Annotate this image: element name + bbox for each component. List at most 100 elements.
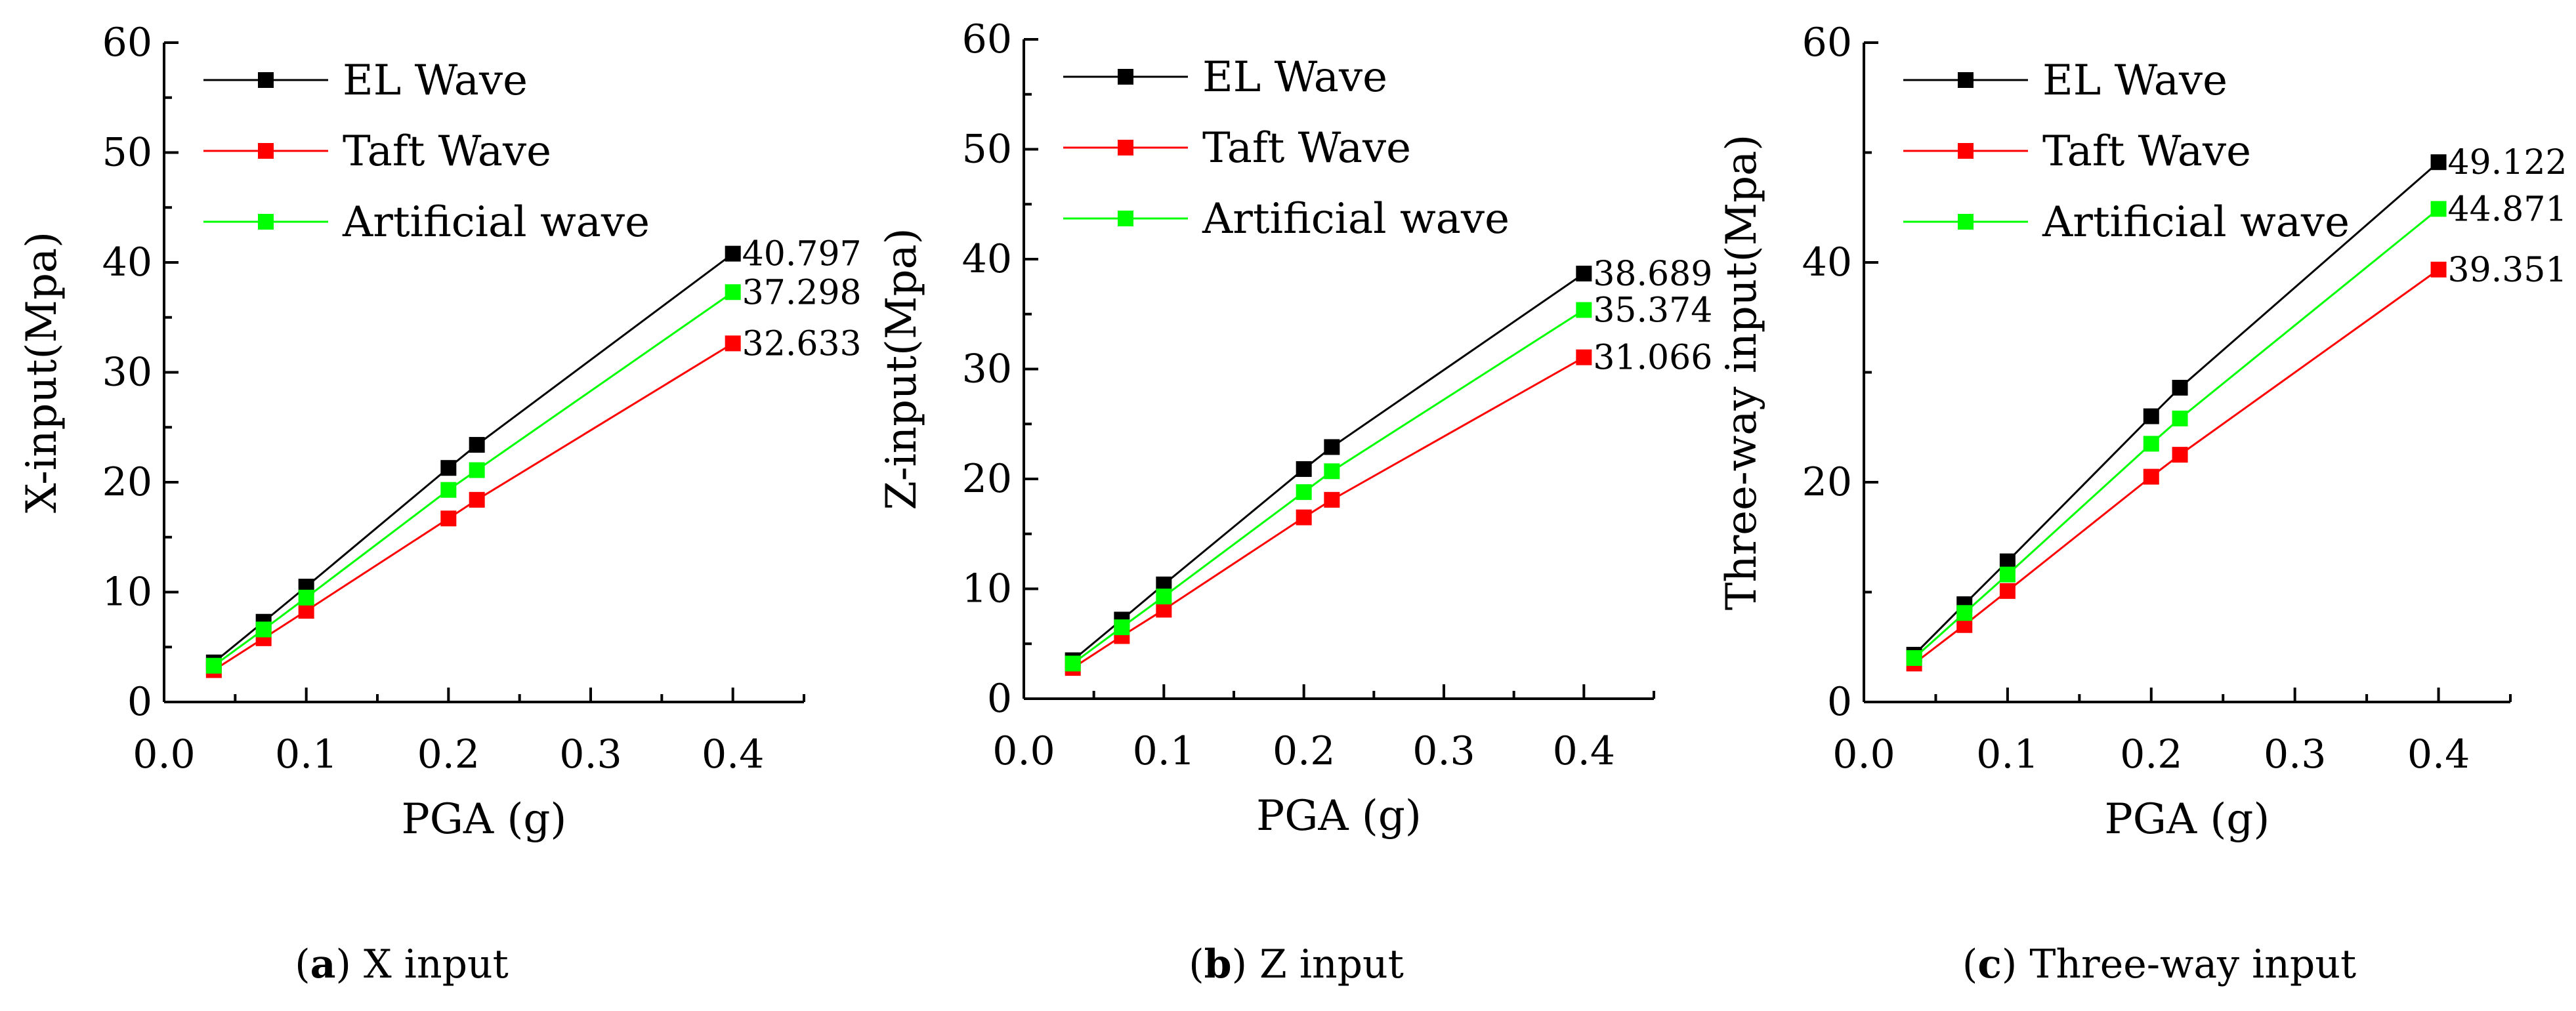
data-label: 44.871 [2448,190,2567,229]
x-tick-label: 0.3 [1412,728,1475,774]
data-point [2172,447,2188,463]
data-point [205,657,222,674]
data-point [1324,491,1340,508]
data-point [2143,436,2159,452]
x-tick-label: 0.2 [2120,732,2182,777]
legend-swatch-marker [258,72,274,88]
panel-caption: (c) Three-way input [1962,941,2356,987]
series-line [213,291,734,667]
data-point [1324,439,1340,455]
legend-swatch-marker [1958,72,1974,88]
y-tick-label: 40 [962,236,1012,282]
y-tick-label: 50 [102,130,152,176]
data-point [725,335,741,352]
x-tick-label: 0.2 [1273,728,1335,774]
y-tick-label: 30 [962,346,1012,392]
legend-entry: EL Wave [343,56,528,105]
x-tick-label: 0.0 [1832,732,1895,777]
x-tick-label: 0.1 [1133,728,1195,774]
data-point [1114,619,1130,636]
data-point [2172,410,2188,426]
x-axis-label: PGA (g) [402,795,567,844]
chart-panel-b: 0 10 20 30 40 50 60 0.0 0.1 0.2 0.3 0.4 PGA (g) Z-inp… [877,16,1712,987]
data-point [1576,265,1592,281]
data-label: 40.797 [742,235,862,274]
x-tick-label: 0.4 [702,732,764,777]
legend-swatch-marker [258,214,274,230]
data-point [440,510,457,527]
data-label: 31.066 [1593,339,1712,378]
y-tick-label: 60 [102,20,152,66]
y-tick-label: 20 [962,456,1012,502]
caption-text: X input [351,941,509,987]
legend-entry: Artificial wave [342,198,650,247]
series-taft-wave: 39.351 [1906,251,2567,672]
legend-swatch-marker [1118,211,1133,226]
data-point [1156,588,1172,605]
caption-letter: b [1204,941,1232,987]
legend: EL Wave Taft Wave Artificial wave [1063,53,1510,243]
chart-panel-c: 0 20 40 60 0.0 0.1 0.2 0.3 0.4 PGA (g) Three-way i… [1718,20,2567,987]
data-point [1999,583,2016,599]
data-label: 39.351 [2448,251,2567,290]
data-point [1576,302,1592,318]
data-point [2430,201,2447,217]
legend-entry: Artificial wave [1202,195,1510,243]
series-taft-wave: 32.633 [205,324,862,678]
legend-swatch-marker [1958,143,1974,159]
data-point [725,245,741,262]
data-point [2143,408,2159,424]
data-point [2430,154,2447,171]
legend-swatch-marker [1118,140,1133,155]
series-artificial-wave: 37.298 [205,273,862,674]
data-point [1296,484,1312,501]
data-point [298,602,314,619]
data-point [469,491,485,508]
data-label: 32.633 [742,324,862,363]
y-tick-label: 10 [102,569,152,615]
series-line [213,253,734,663]
series-line [213,342,734,671]
caption-text: Z input [1247,941,1404,987]
y-tick-label: 10 [962,566,1012,612]
y-tick-label: 0 [987,676,1012,722]
data-point [1576,349,1592,365]
x-tick-label: 0.2 [417,732,480,777]
y-tick-label: 0 [1827,679,1852,725]
y-tick-label: 20 [1802,459,1852,505]
series-taft-wave: 31.066 [1065,339,1712,676]
data-point [469,462,485,478]
y-tick-label: 30 [102,350,152,396]
series-line [1913,161,2439,656]
data-label: 35.374 [1593,291,1712,330]
series-line [1913,268,2439,665]
x-axis-label: PGA (g) [2105,795,2270,844]
series-artificial-wave: 35.374 [1065,291,1712,672]
x-tick-label: 0.4 [2407,732,2470,777]
legend: EL Wave Taft Wave Artificial wave [1903,56,2350,247]
caption-letter: c [1977,941,2002,987]
y-tick-label: 60 [962,16,1012,62]
legend-swatch-marker [1958,214,1974,230]
legend-swatch-marker [258,143,274,159]
legend-entry: Artificial wave [2042,198,2350,247]
data-point [2430,261,2447,278]
legend-entry: Taft Wave [343,127,551,176]
y-tick-label: 20 [102,459,152,505]
y-tick-label: 40 [1802,239,1852,285]
data-point [255,621,272,638]
data-point [1324,463,1340,480]
data-point [1906,650,1922,666]
caption-text: Three-way input [2017,941,2356,987]
legend: EL Wave Taft Wave Artificial wave [203,56,650,247]
legend-swatch-marker [1118,69,1133,85]
data-point [2143,468,2159,485]
x-tick-label: 0.0 [133,732,195,777]
panel-caption: (a) X input [295,941,509,987]
panel-caption: (b) Z input [1189,941,1404,987]
legend-entry: EL Wave [1202,53,1387,102]
data-point [440,460,457,476]
x-tick-label: 0.3 [559,732,622,777]
data-label: 38.689 [1593,255,1712,294]
